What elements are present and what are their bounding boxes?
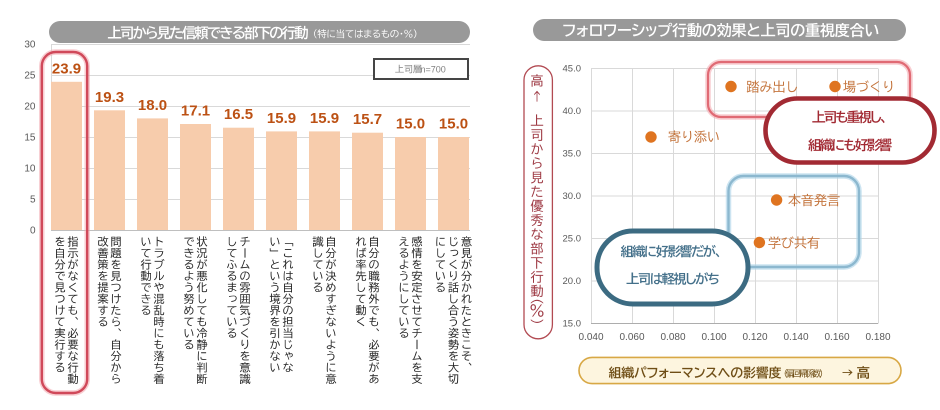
svg-text:0.120: 0.120 [742,332,767,343]
svg-text:15.0: 15.0 [563,319,582,330]
svg-text:23.9: 23.9 [52,60,81,77]
svg-text:10: 10 [24,164,36,175]
svg-text:19.3: 19.3 [95,89,124,106]
svg-text:15.7: 15.7 [353,111,382,128]
svg-text:15.9: 15.9 [267,110,296,127]
svg-text:15: 15 [24,133,36,144]
svg-text:0.160: 0.160 [824,332,849,343]
svg-text:45.0: 45.0 [563,64,582,75]
svg-text:30: 30 [24,40,36,51]
svg-text:25.0: 25.0 [563,234,582,245]
svg-text:25: 25 [24,71,36,82]
svg-text:0.060: 0.060 [619,332,644,343]
svg-text:15.9: 15.9 [310,110,339,127]
svg-text:5: 5 [30,195,36,206]
svg-text:30.0: 30.0 [563,191,582,202]
svg-text:16.5: 16.5 [224,106,253,123]
svg-text:0.080: 0.080 [660,332,685,343]
svg-text:0.040: 0.040 [578,332,603,343]
svg-text:35.0: 35.0 [563,149,582,160]
svg-text:20: 20 [24,102,36,113]
svg-text:0.140: 0.140 [783,332,808,343]
svg-text:17.1: 17.1 [181,103,210,120]
svg-text:15.0: 15.0 [439,116,468,133]
svg-text:0.100: 0.100 [701,332,726,343]
svg-text:15.0: 15.0 [396,116,425,133]
svg-text:0.180: 0.180 [865,332,890,343]
svg-text:0: 0 [30,226,36,237]
svg-text:40.0: 40.0 [563,106,582,117]
svg-text:20.0: 20.0 [563,276,582,287]
svg-text:18.0: 18.0 [138,97,167,114]
svg-text:n=700: n=700 [421,64,446,74]
